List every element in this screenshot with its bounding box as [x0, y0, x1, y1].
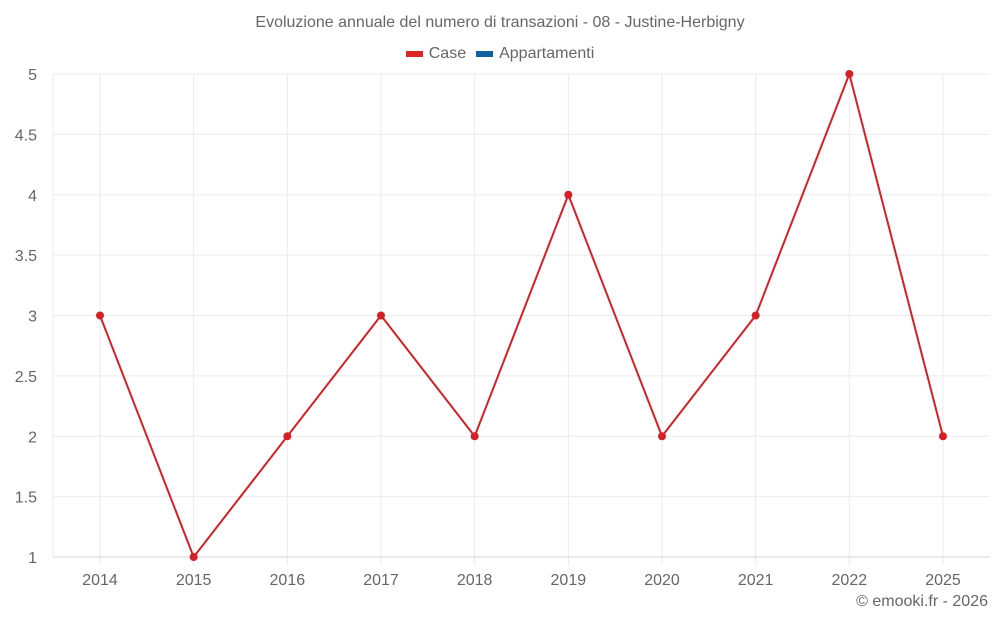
- data-point-marker: [283, 432, 292, 441]
- x-tick-label: 2018: [457, 572, 493, 589]
- x-tick-label: 2025: [925, 572, 961, 589]
- y-tick-label: 5: [28, 67, 37, 84]
- data-point-marker: [845, 70, 854, 78]
- y-axis: 1 1.5 2 2.5 3 3.5 4 4.5 5: [15, 67, 37, 567]
- y-tick-label: 1.5: [15, 490, 37, 507]
- copyright-footer: © emooki.fr - 2026: [856, 593, 988, 610]
- y-tick-label: 2: [28, 429, 37, 446]
- legend-item-case[interactable]: Case: [405, 45, 467, 63]
- y-tick-label: 3: [28, 309, 37, 326]
- data-point-marker: [751, 311, 760, 320]
- data-point-marker: [96, 311, 104, 320]
- grid-lines: [52, 73, 990, 565]
- legend-swatch-case: [405, 51, 423, 57]
- x-tick-label: 2019: [551, 572, 587, 589]
- legend-label-appartamenti: Appartamenti: [499, 45, 595, 62]
- x-tick-label: 2014: [82, 572, 118, 589]
- legend-label-case: Case: [428, 45, 467, 62]
- data-point-marker: [658, 432, 666, 441]
- y-tick-label: 3.5: [15, 248, 37, 265]
- y-tick-label: 4.5: [15, 127, 37, 144]
- x-tick-label: 2022: [832, 572, 868, 589]
- data-point-marker: [377, 311, 385, 320]
- data-point-marker: [470, 432, 479, 441]
- data-point-marker: [939, 432, 947, 441]
- legend-item-appartamenti[interactable]: Appartamenti: [476, 45, 594, 63]
- series-case: [96, 70, 947, 561]
- y-tick-label: 2.5: [15, 369, 37, 386]
- chart-legend: Case Appartamenti: [0, 45, 1000, 63]
- series-line: [99, 73, 944, 558]
- x-tick-label: 2017: [363, 572, 399, 589]
- data-point-marker: [564, 190, 573, 199]
- y-tick-label: 1: [28, 550, 37, 567]
- x-tick-label: 2020: [644, 572, 680, 589]
- legend-swatch-appartamenti: [476, 51, 494, 57]
- x-tick-label: 2021: [738, 572, 774, 589]
- chart-title: Evoluzione annuale del numero di transaz…: [255, 14, 745, 31]
- y-tick-label: 4: [28, 188, 37, 205]
- data-point-marker: [189, 553, 198, 561]
- x-axis: 2014 2015 2016 2017 2018 2019 2020 2021 2022 2025: [82, 572, 961, 589]
- x-tick-label: 2016: [270, 572, 306, 589]
- x-tick-label: 2015: [176, 572, 212, 589]
